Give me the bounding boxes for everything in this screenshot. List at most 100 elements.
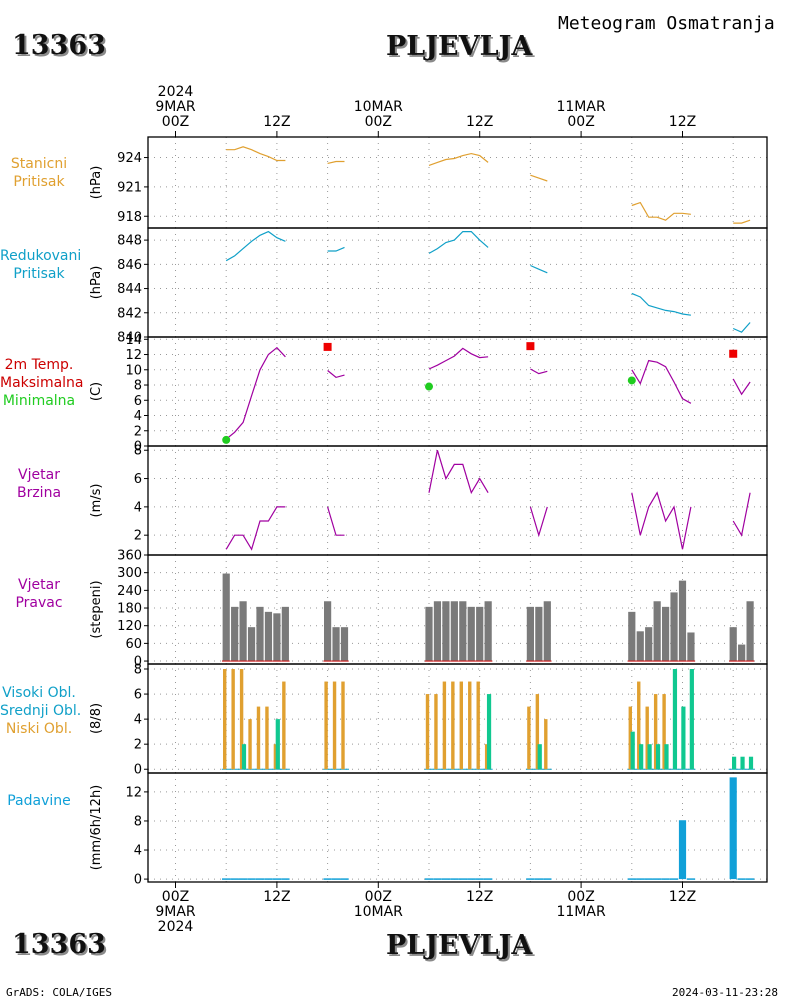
time-label: 00Z [364, 889, 392, 905]
y-tick-label: 240 [117, 584, 142, 599]
panel-label: Vjetar [18, 467, 60, 483]
temperature-series-line [631, 359, 692, 404]
time-label: 12Z [465, 114, 494, 130]
station_pressure-series-line [428, 152, 489, 166]
wind-direction-bar [628, 611, 636, 662]
y-tick-label: 846 [117, 258, 142, 273]
y-tick-label: 360 [117, 549, 142, 564]
cloud-mid-bar [740, 756, 745, 770]
panel-frame [147, 554, 768, 665]
wind-direction-bar [467, 606, 475, 662]
cloud-low-bar [256, 706, 261, 770]
panel-frame [147, 136, 768, 229]
wind-direction-bar [256, 606, 264, 662]
y-tick-label: 4 [134, 713, 142, 728]
cloud-low-bar [239, 669, 244, 770]
cloud-low-bar [442, 681, 447, 770]
y-tick-label: 60 [125, 637, 142, 652]
cloud-low-bar [451, 681, 455, 770]
cloud-low-bar [282, 681, 286, 770]
time-label: 12Z [263, 114, 291, 130]
y-tick-label: 6 [134, 472, 142, 487]
wind-direction-bar [678, 580, 687, 662]
tmax-marker [729, 349, 738, 358]
product-title: Meteogram Osmatranja [558, 13, 775, 34]
y-tick-label: 842 [117, 306, 142, 321]
y-tick-label: 840 [117, 331, 142, 346]
y-tick-label: 0 [134, 440, 142, 455]
wind_speed-series-line [631, 491, 692, 550]
y-tick-label: 844 [117, 282, 142, 297]
wind-direction-bar [433, 601, 442, 662]
cloud-low-bar [653, 694, 658, 770]
temperature-series-line [530, 368, 548, 375]
cloud-mid-bar [664, 744, 669, 770]
y-tick-label: 4 [134, 500, 142, 515]
tmin-marker [425, 382, 433, 391]
wind-direction-bar [222, 573, 230, 662]
panel-label: Stanicni [10, 156, 68, 172]
cloud-low-bar [476, 681, 480, 770]
panel-label: Brzina [16, 485, 62, 501]
time-label: 11MAR [556, 904, 606, 920]
cloud-low-bar [535, 694, 540, 770]
wind-direction-bar [273, 613, 281, 662]
y-tick-label: 8 [134, 663, 142, 678]
cloud-mid-bar [630, 731, 635, 770]
cloud-mid-bar [681, 706, 686, 770]
wind-direction-bar [526, 606, 534, 662]
cloud-mid-bar [486, 694, 492, 770]
station_pressure-series-line [530, 174, 548, 182]
panel-label: Srednji Obl. [0, 703, 82, 719]
y-tick-label: 0 [134, 655, 142, 670]
wind-direction-bar [450, 601, 458, 662]
wind-direction-bar [231, 606, 239, 662]
temperature-series-line [327, 370, 345, 379]
y-axis-label: (hPa) [89, 266, 104, 300]
temperature-series-line [428, 347, 489, 370]
reduced_pressure-series-line [428, 231, 489, 254]
wind-direction-bar [653, 601, 661, 662]
y-tick-label: 120 [117, 619, 142, 634]
y-tick-label: 924 [117, 151, 142, 166]
cloud-low-bar [248, 719, 252, 770]
cloud-low-bar [527, 706, 531, 770]
wind-direction-bar [459, 601, 467, 662]
reduced_pressure-series-line [732, 322, 751, 333]
station_pressure-series-line [226, 146, 286, 162]
wind-direction-bar [340, 627, 349, 662]
y-tick-label: 4 [134, 409, 142, 424]
wind-direction-bar [476, 606, 484, 662]
wind-direction-bar [535, 606, 543, 662]
y-tick-label: 8 [134, 379, 142, 394]
time-label: 2024 [157, 84, 194, 100]
time-label: 11MAR [556, 99, 606, 115]
wind-direction-bar [425, 606, 433, 662]
y-tick-label: 2 [134, 738, 142, 753]
wind-direction-bar [670, 592, 678, 662]
time-label: 10MAR [353, 904, 403, 920]
y-axis-label: (C) [89, 382, 104, 401]
precip-bar [678, 820, 687, 880]
y-tick-label: 180 [117, 602, 142, 617]
wind-direction-bar [484, 601, 492, 662]
time-label: 12Z [668, 889, 697, 905]
y-tick-label: 921 [117, 180, 142, 195]
wind-direction-bar [442, 601, 450, 662]
time-label: 9MAR [155, 904, 196, 920]
y-tick-label: 0 [134, 763, 142, 778]
reduced_pressure-series-line [327, 246, 345, 252]
panel-frame [147, 336, 768, 447]
panel-frame [147, 227, 768, 338]
cloud-low-bar [223, 669, 227, 770]
time-label: 12Z [263, 889, 291, 905]
y-tick-label: 848 [117, 234, 142, 249]
wind-direction-bar [662, 606, 670, 662]
time-label: 00Z [161, 114, 190, 130]
station_pressure-series-line [327, 160, 345, 164]
panel-label: Padavine [7, 793, 71, 809]
wind-direction-bar [281, 606, 289, 662]
station_pressure-series-line [733, 219, 751, 224]
y-axis-label: (m/s) [89, 484, 104, 518]
wind_speed-series-line [327, 506, 345, 536]
